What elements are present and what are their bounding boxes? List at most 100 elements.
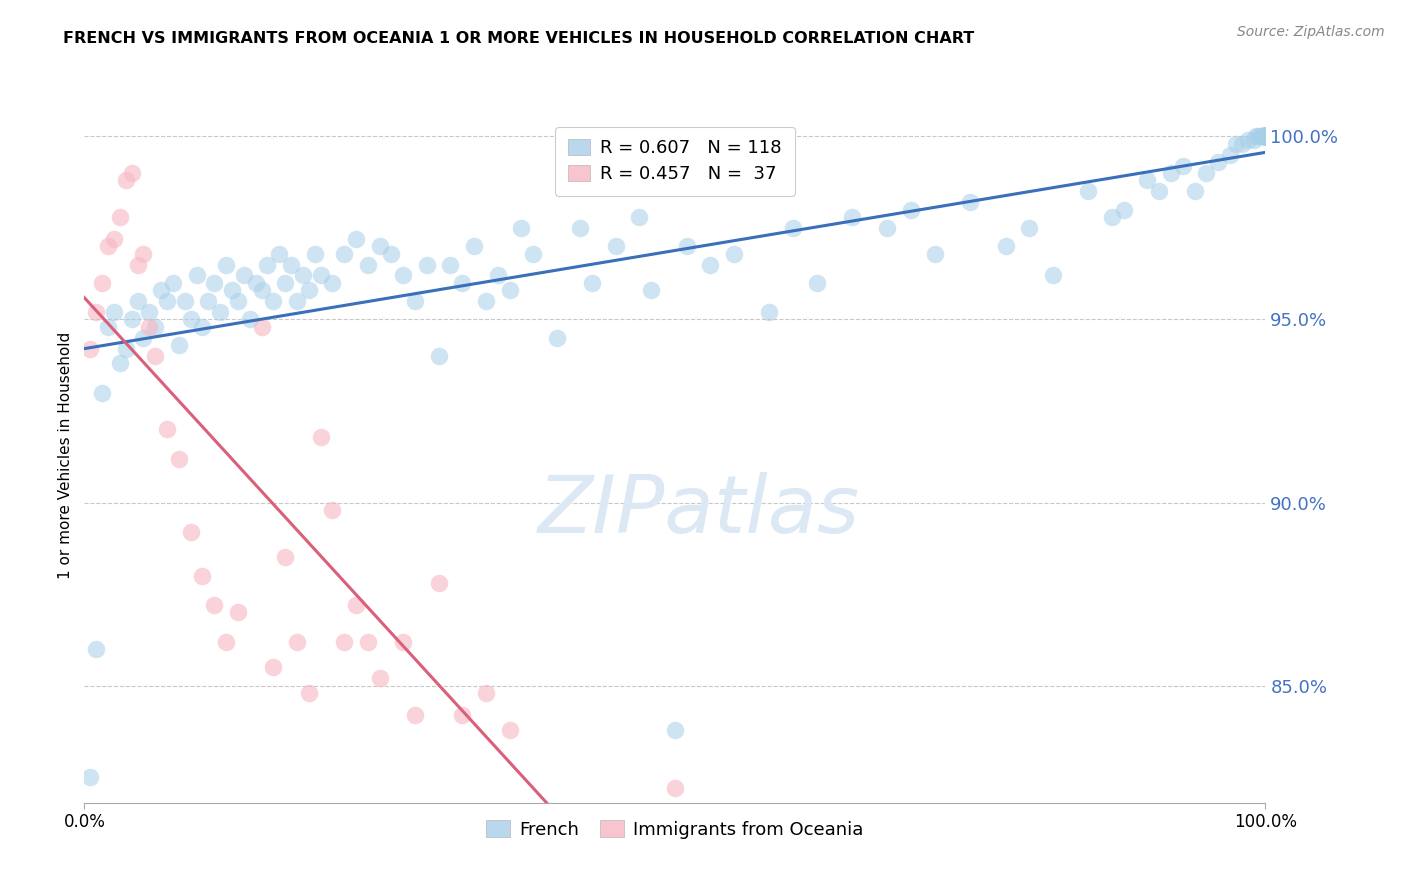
Point — [486, 268, 509, 283]
Point — [1254, 129, 1277, 144]
Point — [994, 239, 1017, 253]
Point — [84, 305, 107, 319]
Point — [1253, 129, 1275, 144]
Point — [180, 312, 202, 326]
Point — [664, 781, 686, 796]
Point — [333, 246, 356, 260]
Point — [1042, 268, 1064, 283]
Point — [321, 503, 343, 517]
Point — [114, 173, 136, 187]
Point — [91, 276, 114, 290]
Point — [1254, 129, 1277, 144]
Point — [202, 598, 225, 612]
Point — [309, 268, 332, 283]
Point — [900, 202, 922, 217]
Point — [1254, 129, 1277, 144]
Point — [1254, 129, 1277, 144]
Point — [215, 258, 238, 272]
Point — [321, 276, 343, 290]
Point — [782, 220, 804, 235]
Point — [404, 707, 426, 722]
Point — [1254, 129, 1277, 144]
Point — [221, 283, 243, 297]
Point — [427, 576, 450, 591]
Point — [1251, 129, 1274, 144]
Point — [1171, 159, 1194, 173]
Point — [1254, 129, 1277, 144]
Point — [569, 220, 592, 235]
Point — [250, 283, 273, 297]
Point — [256, 258, 278, 272]
Point — [1254, 129, 1277, 144]
Point — [127, 294, 149, 309]
Point — [439, 258, 461, 272]
Point — [191, 568, 214, 582]
Point — [309, 429, 332, 443]
Point — [1247, 129, 1270, 144]
Point — [1254, 129, 1277, 144]
Point — [451, 276, 474, 290]
Point — [84, 642, 107, 657]
Point — [924, 246, 946, 260]
Point — [298, 686, 321, 700]
Point — [1254, 129, 1277, 144]
Point — [1230, 136, 1253, 151]
Point — [1195, 166, 1218, 180]
Point — [103, 232, 125, 246]
Point — [245, 276, 267, 290]
Point — [628, 210, 651, 224]
Point — [156, 294, 179, 309]
Point — [1250, 129, 1272, 144]
Point — [1077, 184, 1099, 198]
Point — [344, 598, 367, 612]
Point — [1184, 184, 1206, 198]
Point — [232, 268, 254, 283]
Point — [1225, 136, 1247, 151]
Point — [510, 220, 533, 235]
Point — [368, 239, 391, 253]
Point — [209, 305, 232, 319]
Point — [180, 524, 202, 539]
Point — [1244, 129, 1267, 144]
Point — [1219, 147, 1241, 161]
Point — [392, 634, 415, 648]
Point — [664, 723, 686, 737]
Point — [959, 195, 981, 210]
Point — [79, 342, 101, 356]
Point — [1254, 129, 1277, 144]
Point — [1018, 220, 1040, 235]
Point — [1236, 133, 1258, 147]
Point — [605, 239, 627, 253]
Point — [167, 338, 190, 352]
Point — [357, 258, 380, 272]
Point — [304, 246, 326, 260]
Point — [1253, 129, 1275, 144]
Point — [143, 349, 166, 363]
Point — [121, 166, 143, 180]
Point — [1250, 129, 1272, 144]
Y-axis label: 1 or more Vehicles in Household: 1 or more Vehicles in Household — [58, 331, 73, 579]
Point — [138, 305, 160, 319]
Point — [1254, 129, 1277, 144]
Point — [143, 319, 166, 334]
Legend: French, Immigrants from Oceania: French, Immigrants from Oceania — [479, 814, 870, 846]
Point — [1206, 155, 1229, 169]
Point — [127, 258, 149, 272]
Point — [368, 671, 391, 685]
Point — [1254, 129, 1277, 144]
Point — [132, 331, 155, 345]
Point — [108, 210, 131, 224]
Point — [162, 276, 184, 290]
Point — [226, 606, 249, 620]
Point — [333, 634, 356, 648]
Point — [239, 312, 262, 326]
Point — [581, 276, 603, 290]
Point — [79, 770, 101, 784]
Point — [1243, 133, 1265, 147]
Point — [640, 283, 662, 297]
Point — [1160, 166, 1182, 180]
Point — [97, 239, 120, 253]
Point — [463, 239, 485, 253]
Point — [173, 294, 195, 309]
Point — [675, 239, 697, 253]
